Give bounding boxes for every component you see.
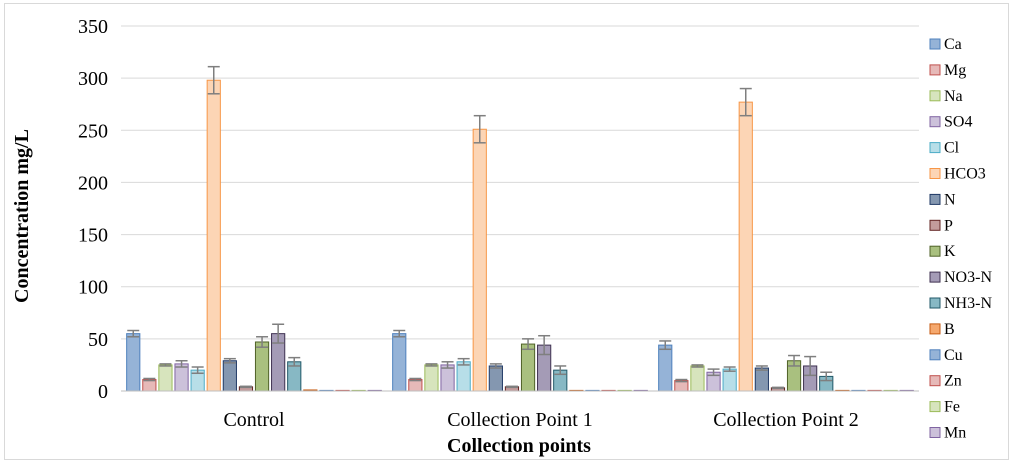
bar-Ca-0 (126, 333, 141, 392)
error-bars (127, 65, 833, 390)
bar-K-1 (520, 343, 536, 392)
bar-HCO3-0 (206, 79, 221, 392)
gridlines (121, 25, 919, 340)
legend-swatch-SO4 (929, 116, 941, 128)
legend-label-P: P (944, 217, 953, 234)
bar-SO4-0 (174, 363, 189, 392)
legend-swatch-Ca (929, 38, 941, 50)
legend-swatch-K (929, 245, 941, 257)
legend-swatch-Mn (929, 427, 941, 438)
legend-label-Mg: Mg (944, 62, 966, 79)
y-tick-label: 0 (98, 381, 108, 403)
legend-swatch-Cl (929, 142, 941, 154)
legend-label-Ca: Ca (944, 36, 962, 53)
bar-Na-0 (158, 364, 173, 392)
legend-label-SO4: SO4 (944, 114, 972, 131)
bar-HCO3-2 (738, 101, 753, 392)
legend-label-Fe: Fe (944, 399, 960, 416)
legend-swatch-Mg (929, 64, 941, 76)
x-tick-label: Collection Point 1 (447, 409, 593, 431)
legend-label-HCO3: HCO3 (944, 166, 986, 183)
legend-swatch-NH3-N (929, 297, 941, 309)
y-tick-label: 50 (88, 329, 108, 351)
y-axis-title: Concentration mg/L (11, 129, 33, 303)
y-tick-label: 300 (78, 68, 108, 90)
y-tick-label: 150 (78, 225, 108, 247)
legend-swatch-Zn (929, 375, 941, 387)
legend-label-Cl: Cl (944, 140, 960, 157)
bars (126, 79, 914, 392)
y-tick-label: 250 (78, 120, 108, 142)
x-axis-title: Collection points (447, 435, 591, 457)
legend-label-K: K (944, 243, 956, 260)
y-tick-label: 200 (78, 172, 108, 194)
bar-N-1 (488, 365, 503, 392)
bar-K-0 (254, 341, 270, 392)
legend-swatch-Cu (929, 349, 941, 361)
bar-N-2 (754, 367, 769, 392)
chart-frame: 0 50 100 150 200 250 300 350 Control Collection P… (4, 3, 1009, 460)
legend-swatch-B (929, 323, 941, 335)
y-tick-label: 100 (78, 277, 108, 299)
bar-Cl-1 (456, 361, 471, 392)
bar-SO4-1 (440, 364, 455, 392)
legend-label-Na: Na (944, 88, 963, 105)
legend-swatch-NO3-N (929, 271, 941, 283)
bar-Na-2 (690, 365, 705, 392)
x-tick-label: Collection Point 2 (713, 409, 859, 431)
bar-Ca-1 (392, 333, 407, 392)
legend-label-N: N (944, 191, 956, 208)
legend: Ca Mg Na SO4 Cl HCO3 NPK NO3-N NH3-N B Cu Zn Fe Mn (929, 36, 992, 442)
legend-swatch-Fe (929, 401, 941, 413)
bar-HCO3-1 (472, 128, 487, 392)
legend-label-NO3-N: NO3-N (944, 269, 992, 286)
legend-label-B: B (944, 321, 955, 338)
legend-swatch-P (929, 219, 941, 231)
legend-swatch-HCO3 (929, 168, 941, 179)
y-tick-label: 350 (78, 16, 108, 38)
bar-Na-1 (424, 364, 439, 392)
legend-label-NH3-N: NH3-N (944, 295, 992, 312)
axes: 0 50 100 150 200 250 300 350 Control Collection P… (78, 16, 919, 431)
legend-label-Cu: Cu (944, 347, 963, 364)
bar-chart: 0 50 100 150 200 250 300 350 Control Collection P… (11, 16, 992, 457)
bar-N-0 (222, 360, 237, 392)
bar-Ca-2 (658, 344, 673, 392)
legend-swatch-N (929, 193, 941, 205)
legend-swatch-Na (929, 90, 941, 102)
legend-label-Zn: Zn (944, 373, 962, 390)
x-tick-label: Control (223, 409, 285, 431)
bar-Cl-2 (722, 368, 737, 392)
legend-label-Mn: Mn (944, 425, 966, 442)
